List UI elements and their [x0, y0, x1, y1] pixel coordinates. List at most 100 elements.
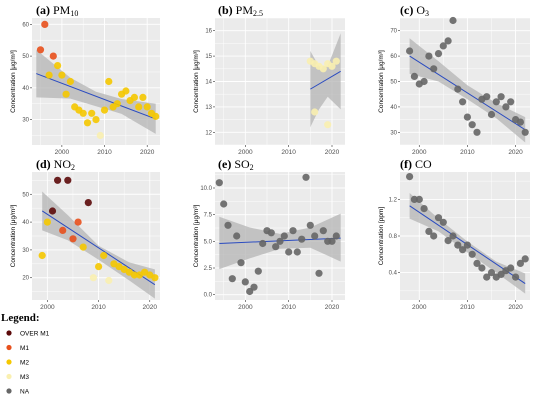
- data-point: [289, 227, 297, 235]
- data-point: [241, 278, 249, 286]
- y-axis-label: Concentration [μg/m³]: [193, 204, 200, 267]
- data-point: [324, 121, 332, 129]
- data-point: [332, 232, 340, 240]
- data-point: [473, 259, 481, 267]
- panel-subscript: 2: [250, 163, 254, 172]
- data-point: [415, 195, 423, 203]
- y-tick-label: 50: [390, 80, 397, 86]
- x-tick-label: 2010: [460, 149, 475, 156]
- data-point: [151, 274, 159, 282]
- panel-title: (a) PM10: [36, 3, 78, 18]
- data-point: [306, 221, 314, 229]
- y-tick-label: 13: [205, 105, 212, 111]
- panel-pollutant: CO: [415, 157, 432, 171]
- data-point: [507, 264, 515, 272]
- y-axis-label: Concentration [μg/m³]: [378, 50, 385, 113]
- regression-line: [409, 55, 526, 131]
- data-point: [434, 214, 443, 222]
- y-tick-label: 5.0: [204, 239, 213, 245]
- legend-item: NA: [6, 388, 30, 395]
- y-tick-label: 30: [390, 130, 397, 136]
- panel-subscript: 2.5: [253, 9, 263, 18]
- data-point: [311, 232, 319, 240]
- x-tick-label: 2010: [281, 304, 296, 311]
- panel-pollutant: PM: [236, 3, 254, 17]
- data-point: [434, 50, 443, 58]
- panel-pollutant: SO: [234, 157, 250, 171]
- data-point: [48, 207, 57, 215]
- data-point: [492, 98, 500, 106]
- panel-pollutant: NO: [54, 157, 72, 171]
- panel-b: (b) PM2.5 12 13 14 15 16 2000 2010 2020 Concentra…: [193, 3, 345, 156]
- data-point: [319, 65, 327, 73]
- data-point: [420, 205, 428, 213]
- data-point: [293, 248, 301, 256]
- data-point: [430, 232, 438, 240]
- y-tick-label: 14: [205, 80, 212, 86]
- x-tick-label: 2000: [55, 149, 70, 156]
- data-point: [113, 100, 121, 108]
- data-point: [83, 119, 92, 127]
- panel-f: (f) CO 0.4 0.8 1.2 2000 2010 2020 Concentration…: [378, 157, 530, 311]
- data-point: [454, 241, 462, 249]
- panel-c: (c) O3 30 40 50 60 70 2000 2010 2020 Concentratio…: [378, 3, 530, 156]
- y-tick-label: 2.5: [204, 266, 213, 272]
- y-axis-label: Concentration [μg/m³]: [10, 204, 17, 267]
- y-tick-label: 40: [22, 220, 29, 226]
- y-tick-label: 30: [22, 118, 29, 124]
- data-point: [478, 264, 486, 272]
- x-tick-label: 2020: [325, 304, 340, 311]
- panel-a: (a) PM10 30 40 50 60 2000 2010 2020 Concentratio…: [10, 3, 160, 156]
- data-point: [88, 109, 96, 117]
- x-tick-label: 2020: [508, 149, 523, 156]
- data-point: [43, 218, 52, 226]
- y-tick-label: 40: [22, 86, 29, 92]
- data-point: [79, 109, 87, 117]
- y-tick-label: 7.5: [204, 213, 213, 219]
- data-point: [152, 112, 160, 120]
- panel-pollutant: O: [416, 3, 425, 17]
- data-point: [439, 218, 447, 226]
- x-tick-label: 2020: [143, 304, 158, 311]
- data-point: [473, 128, 481, 136]
- data-point: [92, 116, 100, 124]
- data-point: [302, 173, 310, 181]
- y-axis-label: Concentration [μg/m³]: [193, 50, 200, 113]
- legend-swatch: [6, 388, 12, 394]
- panel-subscript: 3: [425, 9, 429, 18]
- data-point: [449, 232, 457, 240]
- y-tick-label: 60: [390, 54, 397, 60]
- y-axis-label: Concentration [μg/m³]: [10, 50, 17, 113]
- data-point: [311, 108, 319, 116]
- x-tick-label: 2010: [97, 149, 112, 156]
- y-tick-label: 40: [390, 105, 397, 111]
- data-point: [285, 248, 293, 256]
- data-point: [430, 65, 438, 73]
- data-point: [228, 275, 236, 283]
- data-point: [38, 251, 46, 260]
- data-point: [100, 106, 109, 114]
- y-tick-label: 0.8: [389, 234, 398, 240]
- data-point: [58, 71, 66, 79]
- y-tick-label: 20: [22, 276, 29, 282]
- data-point: [516, 259, 525, 267]
- data-point: [233, 232, 241, 240]
- legend-swatch: [6, 344, 12, 351]
- data-point: [79, 243, 87, 251]
- legend-label: M1: [20, 345, 29, 352]
- data-point: [84, 199, 92, 207]
- data-point: [507, 98, 515, 106]
- data-point: [272, 243, 280, 251]
- data-point: [215, 179, 223, 187]
- panel-pollutant: PM: [53, 3, 71, 17]
- panel-title: (b) PM2.5: [218, 3, 263, 18]
- data-point: [463, 241, 471, 249]
- data-point: [487, 269, 496, 277]
- panel-title: (d) NO2: [36, 157, 75, 172]
- data-point: [502, 103, 510, 111]
- data-point: [454, 85, 462, 93]
- data-point: [511, 273, 520, 281]
- data-point: [122, 87, 130, 95]
- data-point: [444, 37, 452, 45]
